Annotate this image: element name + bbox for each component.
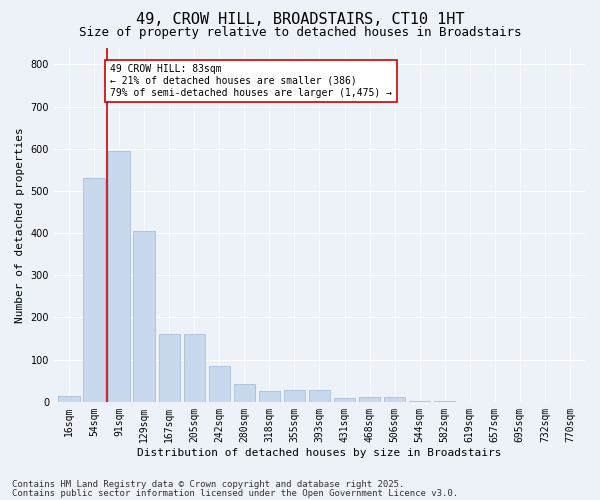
X-axis label: Distribution of detached houses by size in Broadstairs: Distribution of detached houses by size …: [137, 448, 502, 458]
Bar: [58, 396, 80, 402]
Text: 49 CROW HILL: 83sqm
← 21% of detached houses are smaller (386)
79% of semi-detac: 49 CROW HILL: 83sqm ← 21% of detached ho…: [110, 64, 392, 98]
Bar: [334, 398, 355, 402]
Bar: [184, 334, 205, 402]
Bar: [83, 178, 104, 402]
Bar: [209, 366, 230, 402]
Y-axis label: Number of detached properties: Number of detached properties: [15, 127, 25, 322]
Text: Contains public sector information licensed under the Open Government Licence v3: Contains public sector information licen…: [12, 488, 458, 498]
Bar: [109, 151, 130, 402]
Bar: [259, 392, 280, 402]
Bar: [284, 390, 305, 402]
Text: Size of property relative to detached houses in Broadstairs: Size of property relative to detached ho…: [79, 26, 521, 39]
Bar: [359, 397, 380, 402]
Bar: [409, 401, 430, 402]
Text: 49, CROW HILL, BROADSTAIRS, CT10 1HT: 49, CROW HILL, BROADSTAIRS, CT10 1HT: [136, 12, 464, 28]
Text: Contains HM Land Registry data © Crown copyright and database right 2025.: Contains HM Land Registry data © Crown c…: [12, 480, 404, 489]
Bar: [384, 397, 405, 402]
Bar: [133, 231, 155, 402]
Bar: [158, 334, 180, 402]
Bar: [233, 384, 255, 402]
Bar: [309, 390, 330, 402]
